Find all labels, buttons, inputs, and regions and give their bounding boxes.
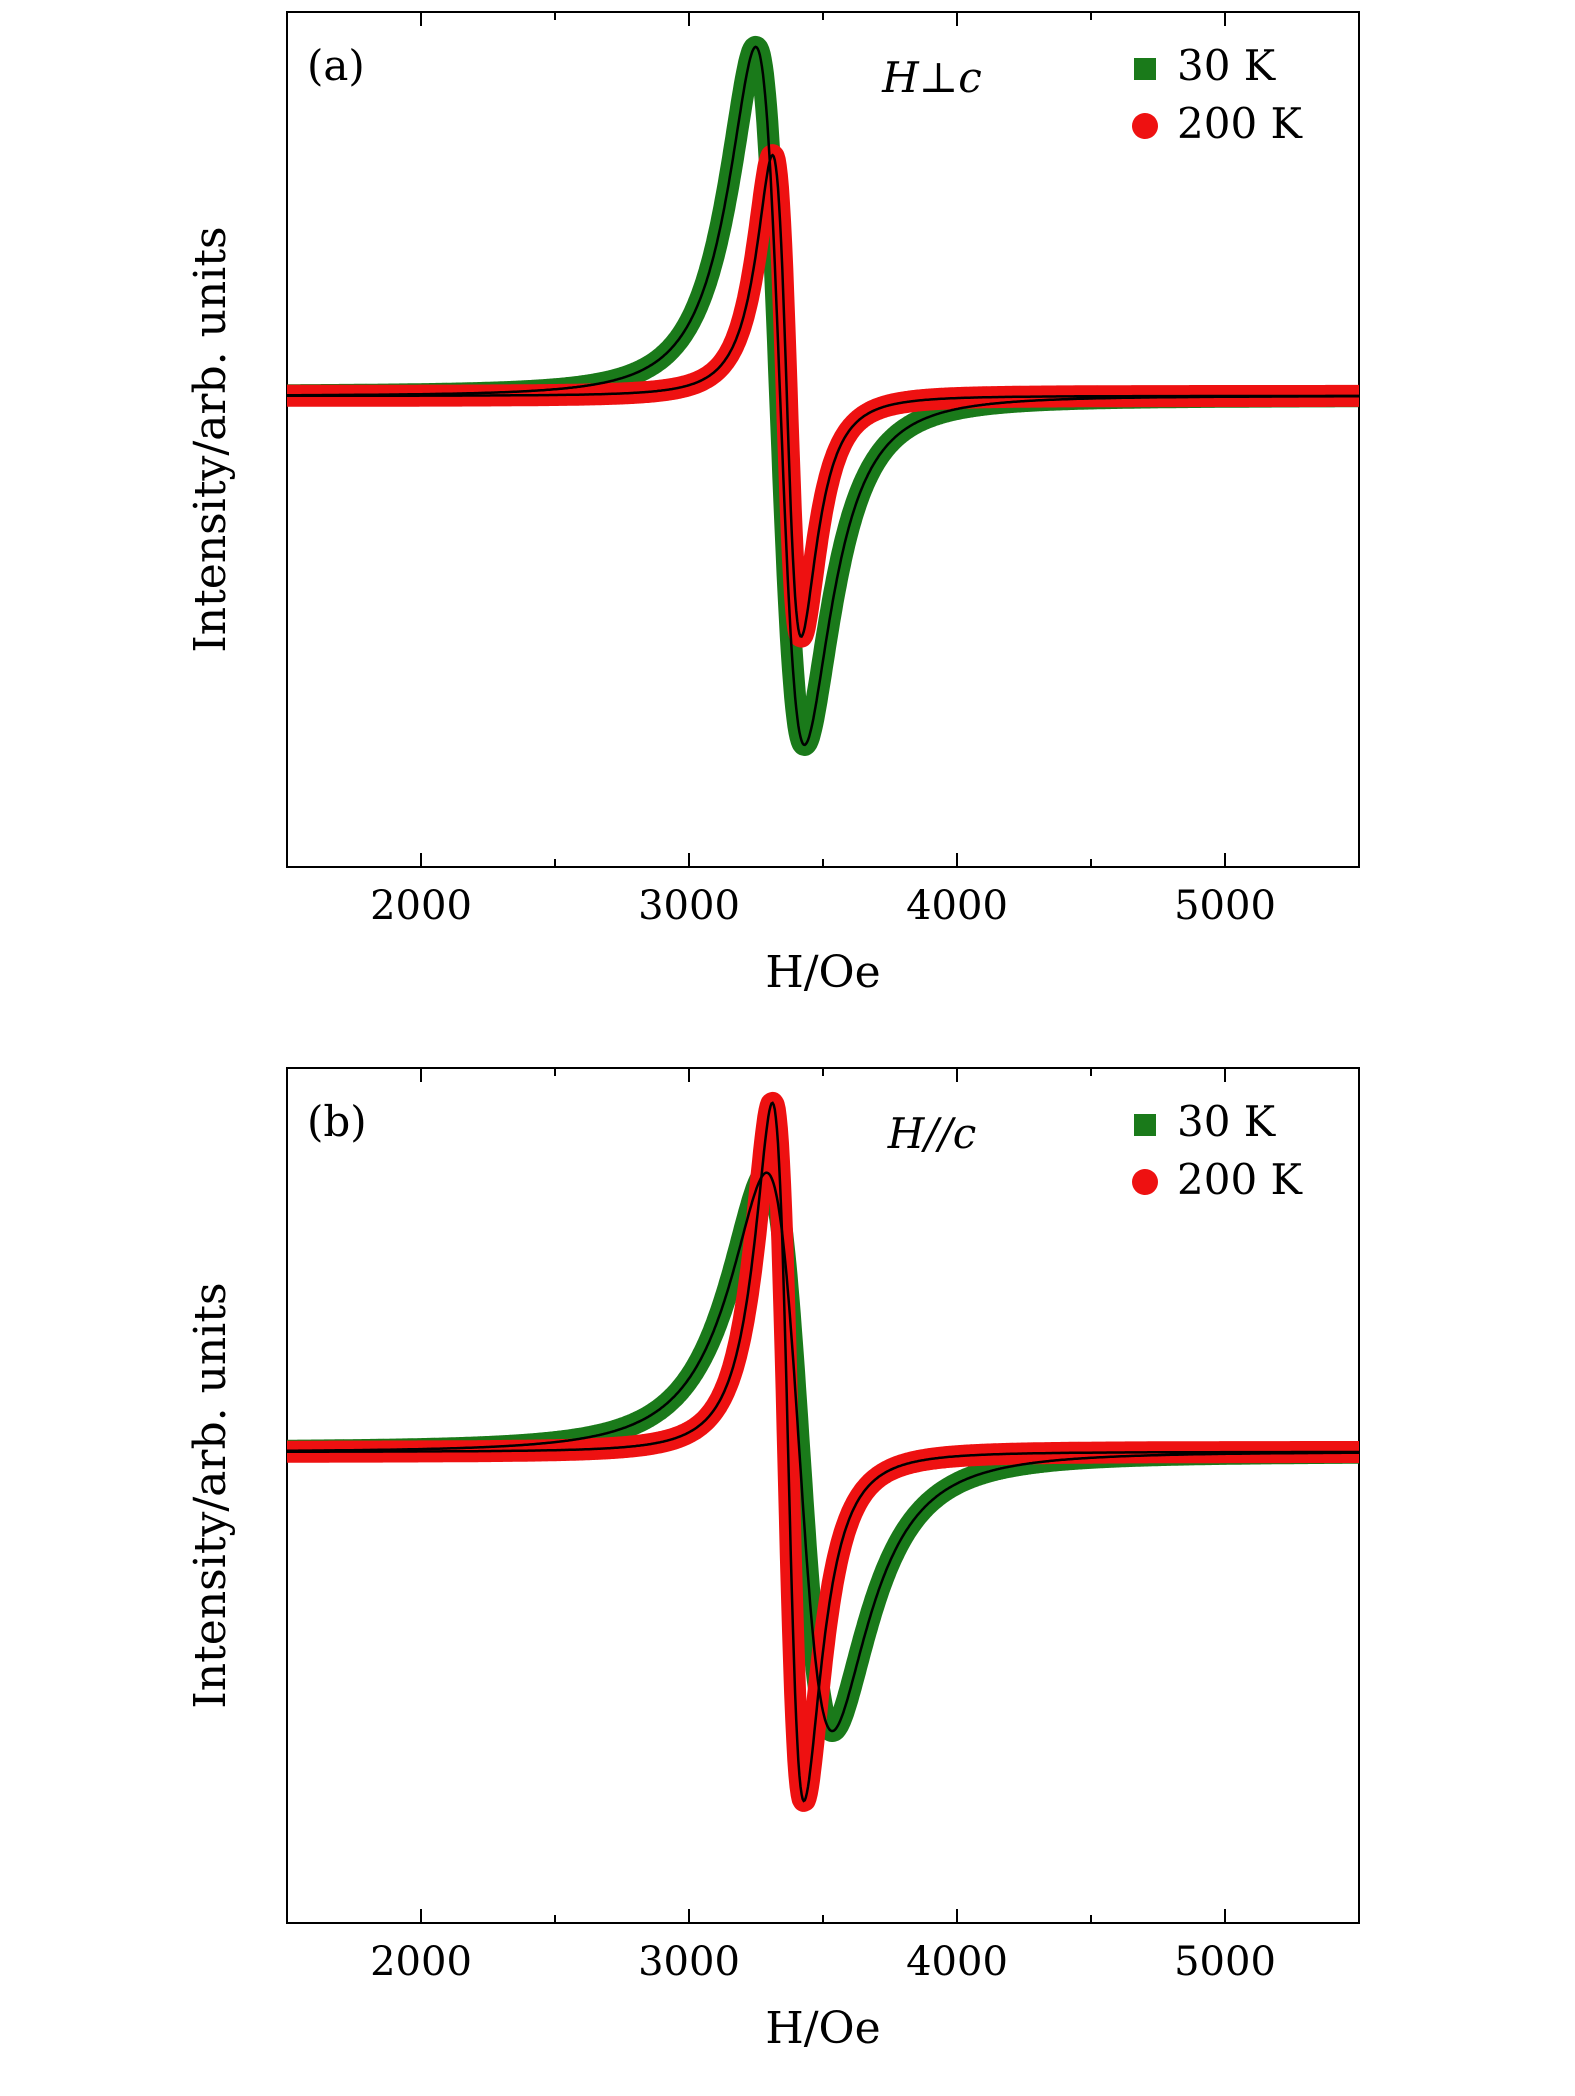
- panel-label: (a): [307, 41, 365, 90]
- y-axis-title: Intensity/arb. units: [185, 226, 236, 652]
- x-tick-label: 4000: [906, 1939, 1008, 1985]
- legend-label: 200 K: [1177, 1155, 1304, 1204]
- legend-label: 200 K: [1177, 99, 1304, 148]
- legend-marker-circle: [1132, 1169, 1158, 1195]
- x-axis-title: H/Oe: [765, 2003, 880, 2054]
- x-axis-title: H/Oe: [765, 947, 880, 998]
- x-tick-label: 2000: [370, 883, 472, 929]
- legend-label: 30 K: [1177, 41, 1277, 90]
- y-axis-title: Intensity/arb. units: [185, 1282, 236, 1708]
- x-tick-label: 5000: [1174, 883, 1276, 929]
- legend-marker-circle: [1132, 113, 1158, 139]
- series-200k-fit-line: [287, 153, 1359, 639]
- x-tick-label: 3000: [638, 883, 740, 929]
- condition-label: H⊥c: [881, 53, 982, 102]
- condition-label: H//c: [887, 1109, 976, 1158]
- data-area: [287, 1091, 1359, 1812]
- x-tick-label: 2000: [370, 1939, 472, 1985]
- series-30k-fit-line: [287, 1171, 1359, 1733]
- legend-marker-square: [1134, 58, 1156, 80]
- panel-label: (b): [307, 1097, 367, 1146]
- x-tick-label: 5000: [1174, 1939, 1276, 1985]
- chart-panel-b: 2000 3000 4000 5000 H/Oe Intensity/arb. units…: [185, 1067, 1360, 2054]
- legend-marker-square: [1134, 1114, 1156, 1136]
- series-200k-fit-line: [287, 1101, 1359, 1803]
- data-area: [287, 35, 1359, 756]
- x-tick-label: 4000: [906, 883, 1008, 929]
- x-tick-label: 3000: [638, 1939, 740, 1985]
- chart-panel-a: 2000 3000 4000 5000 H/Oe Intensity/arb. units…: [185, 11, 1360, 998]
- legend-label: 30 K: [1177, 1097, 1277, 1146]
